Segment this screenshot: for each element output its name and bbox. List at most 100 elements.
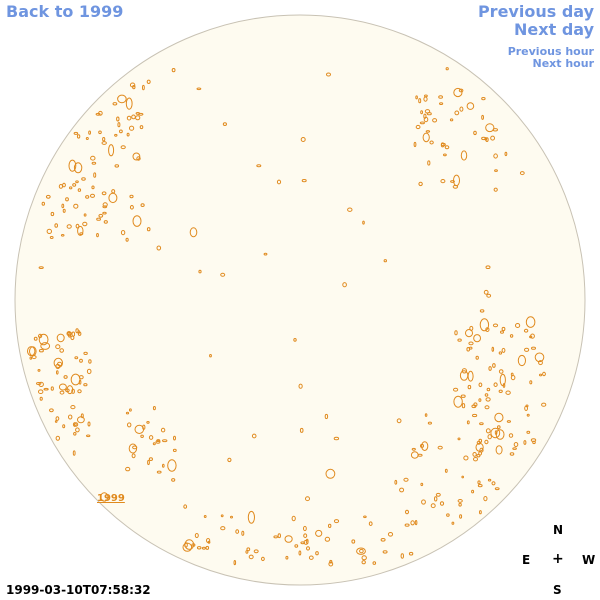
contour-mark — [36, 382, 42, 385]
contour-mark — [125, 411, 130, 415]
contour-mark — [479, 309, 485, 313]
contour-mark — [96, 217, 101, 221]
next-day-link[interactable]: Next day — [514, 20, 594, 39]
contour-mark — [77, 188, 82, 192]
back-to-year-link[interactable]: Back to 1999 — [6, 2, 124, 21]
contour-mark — [301, 179, 307, 183]
contour-mark — [538, 360, 543, 366]
contour-mark — [173, 435, 176, 441]
contour-mark — [303, 539, 309, 545]
contour-mark — [222, 122, 227, 126]
contour-mark — [414, 520, 418, 526]
contour-mark — [315, 529, 323, 537]
next-hour-link[interactable]: Next hour — [532, 57, 595, 70]
contour-mark — [361, 555, 367, 561]
contour-mark — [284, 535, 293, 543]
contour-mark — [245, 550, 249, 554]
contour-mark — [189, 227, 198, 238]
contour-mark — [356, 547, 366, 555]
contour-mark — [127, 422, 132, 428]
contour-mark — [495, 445, 503, 455]
contour-mark — [194, 533, 199, 538]
contour-mark — [453, 395, 463, 408]
contour-mark — [37, 369, 41, 372]
contour-mark — [203, 515, 207, 518]
contour-mark — [83, 213, 87, 217]
contour-mark — [497, 425, 501, 430]
contour-mark — [68, 333, 71, 338]
contour-mark — [298, 383, 303, 389]
contour-mark — [74, 422, 79, 427]
contour-mark — [95, 112, 101, 116]
contour-mark — [132, 152, 141, 161]
contour-mark — [198, 269, 202, 274]
contour-mark — [148, 435, 154, 440]
contour-mark — [140, 434, 144, 438]
contour-mark — [61, 203, 65, 209]
contour-mark — [102, 205, 108, 209]
contour-mark — [172, 448, 177, 452]
contour-mark — [443, 153, 447, 157]
contour-mark — [114, 133, 118, 137]
contour-mark — [46, 228, 52, 234]
previous-hour-link[interactable]: Previous hour — [507, 45, 594, 58]
contour-mark — [108, 144, 115, 157]
contour-mark — [38, 333, 43, 339]
contour-mark — [415, 95, 418, 100]
contour-mark — [403, 477, 409, 482]
contour-mark — [55, 435, 60, 441]
contour-mark — [125, 466, 131, 472]
contour-mark — [525, 404, 529, 408]
contour-mark — [73, 203, 79, 209]
contour-mark — [444, 468, 448, 473]
contour-mark — [490, 135, 496, 141]
contour-mark — [505, 390, 511, 395]
contour-mark — [136, 156, 141, 161]
contour-mark — [101, 191, 107, 196]
contour-mark — [184, 539, 195, 550]
contour-mark — [399, 487, 405, 493]
contour-mark — [472, 452, 477, 457]
contour-mark — [146, 421, 150, 424]
contour-mark — [481, 136, 487, 141]
contour-mark — [479, 510, 482, 515]
contour-mark — [93, 172, 97, 178]
contour-mark — [86, 368, 92, 375]
contour-mark — [62, 424, 66, 429]
contour-mark — [446, 513, 450, 517]
contour-mark — [483, 289, 489, 295]
contour-mark — [77, 389, 82, 394]
contour-mark — [515, 323, 521, 328]
contour-mark — [72, 422, 77, 427]
contour-mark — [27, 346, 36, 357]
contour-mark — [445, 67, 449, 71]
contour-mark — [96, 233, 99, 238]
contour-mark — [142, 84, 145, 91]
contour-mark — [532, 440, 536, 445]
contour-mark — [201, 546, 206, 550]
contour-mark — [85, 195, 90, 199]
contour-mark — [473, 457, 478, 462]
contour-mark — [72, 450, 76, 456]
contour-mark — [88, 130, 91, 135]
contour-mark — [342, 282, 347, 288]
contour-mark — [75, 180, 79, 184]
contour-mark — [152, 442, 156, 446]
contour-mark — [69, 186, 73, 190]
contour-mark — [70, 335, 75, 341]
contour-mark — [129, 194, 134, 199]
contour-mark — [291, 515, 296, 522]
contour-mark — [139, 125, 144, 130]
contour-mark — [38, 389, 44, 395]
contour-mark — [50, 386, 54, 391]
contour-mark — [196, 87, 202, 91]
previous-day-link[interactable]: Previous day — [477, 2, 594, 21]
contour-mark — [50, 211, 55, 217]
contour-mark — [328, 523, 332, 529]
contour-mark — [38, 349, 44, 353]
contour-mark — [517, 354, 527, 367]
contour-mark — [43, 387, 49, 391]
contour-mark — [479, 318, 490, 332]
contour-mark — [58, 184, 64, 189]
contour-mark — [147, 459, 150, 466]
